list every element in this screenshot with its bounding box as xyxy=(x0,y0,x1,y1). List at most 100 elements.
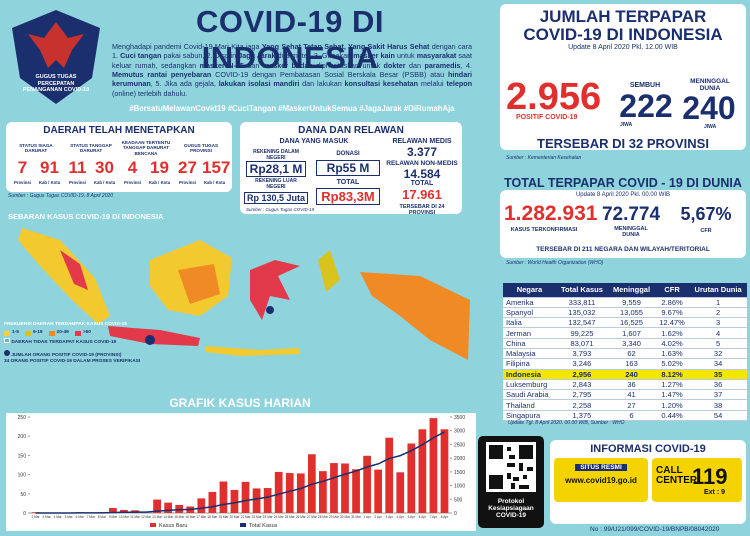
table-cell: Filipina xyxy=(503,358,556,370)
table-cell: 1,375 xyxy=(555,410,609,422)
intro-segment: dan xyxy=(243,60,263,70)
bar xyxy=(440,429,449,513)
intro-segment: hindari kerumunan xyxy=(112,70,472,89)
intro-segment: masker kain xyxy=(353,51,395,61)
table-row: Amerika 333,811 9,559 2.86% 1 xyxy=(503,297,747,308)
table-header-cell: Negara xyxy=(503,283,556,298)
table-header-cell: Meninggal xyxy=(608,283,655,298)
x-tick-label: 19 Mar xyxy=(218,515,229,519)
x-tick-label: 22 Mar xyxy=(252,515,263,519)
map-legend-item: 20-49 xyxy=(48,330,69,336)
volunteer-total: 17.961 xyxy=(402,187,442,202)
map-island xyxy=(205,346,300,356)
table-cell: 37 xyxy=(689,389,747,401)
funds-label: TOTAL xyxy=(336,179,360,186)
y2-tick-label: 500 xyxy=(454,497,463,503)
x-tick-label: 18 Mar xyxy=(207,515,218,519)
x-tick-label: 28 Mar xyxy=(318,515,329,519)
intro-segment: masker N-95 xyxy=(199,60,244,70)
table-header-cell: Total Kasus xyxy=(555,283,609,298)
map-legend-title: FREKUENSI DAERAH TERDAMPAK KASUS COVID-1… xyxy=(4,322,127,327)
status-unit: Kab / Kota xyxy=(148,180,171,185)
table-cell: 83,071 xyxy=(555,338,609,349)
x-tick-label: 24 Mar xyxy=(274,515,285,519)
intro-segment: pakai sabun, 2. Displin xyxy=(161,51,239,61)
daily-chart: GRAFIK KASUS HARIAN050100150200250050010… xyxy=(6,396,476,531)
map-count: JUMLAH ORANG POSITIF COVID-19 (PROVINSI) xyxy=(4,349,144,359)
table-cell: 3,793 xyxy=(555,348,609,360)
intro: Menghadapi pandemi Covid-19 Mari Kita ja… xyxy=(112,42,472,98)
status-unit: Kab / Kota xyxy=(93,180,116,185)
table-cell: 99,225 xyxy=(555,327,609,339)
table-cell: 12.47% xyxy=(654,317,690,329)
world-deaths: 72.774 xyxy=(601,204,661,225)
table-cell: 13,055 xyxy=(608,307,655,319)
table-row: Saudi Arabia 2,795 41 1.47% 37 xyxy=(503,389,747,401)
x-tick-label: 15 Mar xyxy=(174,515,185,519)
call-number[interactable]: 119 xyxy=(692,464,728,489)
table-row: Thailand 2,258 27 1.20% 38 xyxy=(503,399,747,411)
table-row: Italia 132,547 16,525 12.47% 3 xyxy=(503,317,747,329)
status-unit: Provinsi xyxy=(179,180,196,185)
table-cell: Jerman xyxy=(503,327,556,339)
bar xyxy=(296,473,305,513)
bar xyxy=(330,463,338,513)
indonesia-box: JUMLAH TERPAPAR COVID-19 DI INDONESIA Up… xyxy=(500,4,746,150)
world-cfr: 5,67% xyxy=(680,204,732,224)
volunteer-label: TOTAL xyxy=(410,180,434,187)
table-note: Update Tgl. 8 April 2020. 00.00 WIB, Sum… xyxy=(508,420,625,426)
intro-segment: saat keluar rumah, sedangkan xyxy=(112,51,472,70)
hashtags: #BersatuMelawanCovid19 #CuciTangan #Mask… xyxy=(129,104,455,113)
x-tick-label: 29 Mar xyxy=(329,515,340,519)
status-box: DAERAH TELAH MENETAPKAN STATUS SIAGA DAR… xyxy=(6,122,232,192)
table-cell: 8.12% xyxy=(654,369,690,380)
map xyxy=(18,228,470,360)
intro-segment: masyarakat xyxy=(416,51,457,61)
bar xyxy=(429,418,438,513)
table-row: Malaysia 3,793 62 1.63% 32 xyxy=(503,348,747,360)
map-legend-label: >50 xyxy=(82,330,91,336)
intro-segment: konsultasi kesehatan xyxy=(344,79,419,89)
table-cell: 54 xyxy=(689,410,747,422)
map-island xyxy=(250,260,300,320)
intro-segment: , 4. xyxy=(460,60,472,70)
funds-value: Rp 130,5 Juta xyxy=(244,192,308,204)
logo-text: GUGUS TUGAS PERCEPATAN PENANGANAN COVID-… xyxy=(22,74,90,94)
qr-pattern xyxy=(489,445,533,489)
indonesia-update: Update 8 April 2020 Pkl. 12.00 WIB xyxy=(568,43,678,51)
y2-tick-label: 0 xyxy=(454,511,457,517)
deaths-value: 240 xyxy=(682,90,736,126)
intro-segment: dua meter, 3. Gunakan xyxy=(275,51,354,61)
bar xyxy=(120,509,128,513)
intro-segment: Jaga Jarak xyxy=(238,51,276,61)
status-unit: Kab / Kota xyxy=(203,180,226,185)
map-no-case-label: DAERAH TIDAK TERDAPAT KASUS COVID-19 xyxy=(11,340,117,346)
status-value: 7 xyxy=(17,158,28,177)
bar xyxy=(241,481,250,513)
funds-title: DANA DAN RELAWAN xyxy=(298,125,404,136)
table-cell: Spanyol xyxy=(503,307,556,319)
map-island xyxy=(178,264,220,304)
intro-segment: paramedis xyxy=(424,60,461,70)
call-card: CALL CENTER 119 Ext : 9 xyxy=(652,458,742,502)
table-cell: 333,811 xyxy=(555,297,609,308)
funds-value: Rp55 M xyxy=(316,160,380,176)
qr-card: Protokol Kesiapsiagaan COVID-19 xyxy=(478,436,544,528)
map-legend-label: 20-49 xyxy=(56,330,69,336)
x-tick-label: 12 Mar xyxy=(141,515,152,519)
bar xyxy=(197,498,206,513)
funds-label: REKENING DALAM NEGERI xyxy=(253,149,299,161)
table-cell: 5 xyxy=(689,338,747,349)
map-island xyxy=(60,250,88,290)
legend-label: Total Kasus xyxy=(249,523,278,529)
x-tick-label: 6 Apr xyxy=(419,515,427,519)
x-tick-label: 17 Mar xyxy=(196,515,207,519)
site-url[interactable]: www.covid19.go.id xyxy=(565,476,637,485)
x-tick-label: 31 Mar xyxy=(351,515,362,519)
table-cell: 5.02% xyxy=(654,358,690,370)
bar xyxy=(31,512,40,513)
recovered-label: SEMBUH xyxy=(629,82,661,89)
map-count-label: JUMLAH ORANG POSITIF COVID-19 (PROVINSI) xyxy=(11,352,122,358)
status-title: DAERAH TELAH MENETAPKAN xyxy=(43,125,195,136)
